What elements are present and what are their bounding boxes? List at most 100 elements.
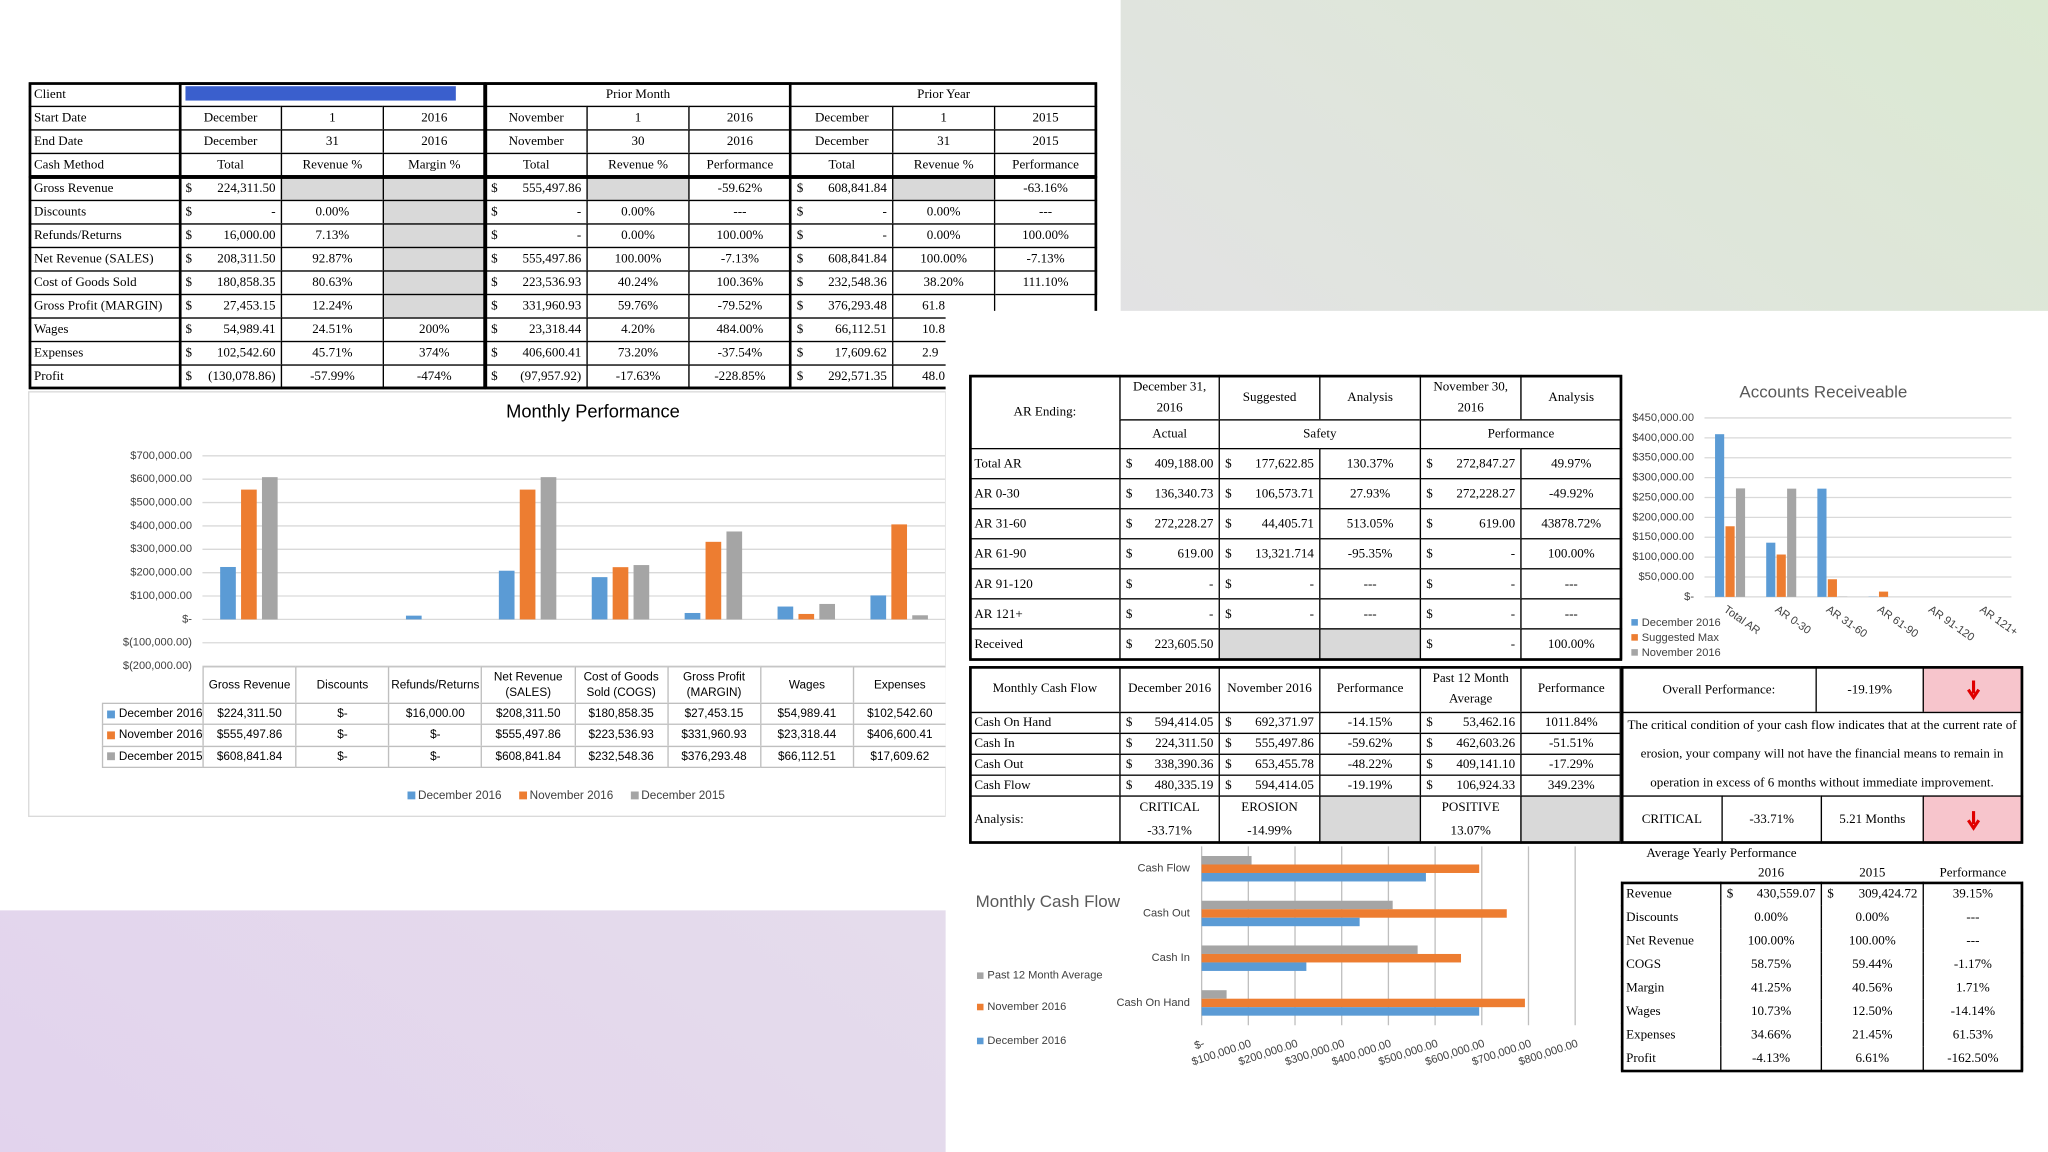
currency: $ [1225,778,1232,793]
header-cell-text: Performance [1537,681,1605,697]
value-cell-text: -17.63% [615,369,661,384]
header-cell-text: Performance [1487,427,1555,442]
currency: $ [185,205,192,220]
bar [1827,579,1837,597]
x-tick-label-text: Cost of Goods Sold (COGS) [583,670,659,699]
amount: - [271,205,276,220]
currency: $ [1426,546,1433,561]
value-cell-text: 0.00% [315,205,350,220]
value-cell-text: 31 [937,134,951,149]
value-cell: $ - [1419,538,1522,570]
value-cell-text: 2016 [421,134,448,149]
amount: 338,390.36 [1154,757,1214,772]
value-cell-text: 59.76% [617,299,659,314]
value-cell-text: -7.13% [1026,252,1065,267]
currency: $ [491,322,498,337]
currency: $ [1125,736,1133,752]
row-label-text: Discounts [1626,910,1679,925]
amount: 232,548.36 [828,275,887,290]
value-cell: $54,989.41 [178,317,283,343]
currency: $ [796,369,804,384]
legend-cell: November 2016 [101,723,204,747]
analysis-cell-line: EROSION [1241,800,1298,816]
header-cell: November 30, 2016 [1419,374,1522,421]
currency: $ [796,299,804,314]
x-tick-label: AR 61-90 [1875,604,1920,641]
value-cell-text: 349.23% [1547,778,1595,793]
value-cell: $653,455.78 [1218,753,1321,776]
amount: 16,000.00 [223,228,276,243]
bar [1776,554,1786,597]
legend-label: November 2016 [1642,647,1721,659]
value-cell: $608,841.84 [790,176,894,202]
amount: 619.00 [1177,546,1214,561]
bar [1715,434,1725,597]
value-cell-text: 100.00% [1022,228,1069,243]
header-cell: Performance [1520,666,1623,714]
y-tick-label: $400,000.00 [1632,432,1694,444]
x-tick-label: AR 31-60 [1824,604,1869,641]
x-tick-label-text: Gross Profit (MARGIN) [683,670,746,699]
amount: 54,989.41 [223,322,276,337]
value-cell: $ - [1419,568,1522,600]
currency: $ [491,205,498,220]
row-label-text: AR 91-120 [974,576,1033,592]
overall-message-text: The critical condition of your cash flow… [1627,717,2017,790]
currency: $ [1426,516,1433,531]
value-cell: December [178,105,283,131]
value-cell-text: 200% [419,322,450,337]
value-cell: 200% [382,317,486,343]
value-cell: 1 [892,105,996,131]
currency: $ [1225,715,1232,731]
row-label-text: Gross Revenue [33,181,114,196]
amount: 272,847.27 [1456,456,1516,471]
value-cell-text: -49.92% [1548,486,1594,501]
value-cell-text: 1011.84% [1544,715,1598,731]
analysis-cell-line: POSITIVE [1441,800,1500,816]
x-tick-label: Total AR [1721,604,1762,638]
table-title-text: Average Yearly Performance [1646,845,1797,861]
currency: $ [1125,546,1133,561]
value-cell: $619.00 [1119,538,1220,570]
bar [1201,998,1525,1008]
value-cell-text: 2015 [1032,134,1059,149]
data-label-text: $180,858.35 [588,706,654,720]
value-cell-text: Revenue % [913,158,974,173]
row-label: Net Revenue [1620,928,1722,954]
value-cell-text: 40.24% [617,275,659,290]
row-label-text: Profit [1626,1051,1656,1066]
amount: - [1209,606,1214,622]
value-cell-text: 61.8 [922,299,945,314]
y-tick-label: $100,000.00 [1632,551,1694,563]
value-cell: 374% [382,340,486,366]
value-cell: -59.62% [1319,732,1422,755]
row-label-text: Expenses [1626,1027,1676,1043]
value-cell-text: 100.00% [1547,636,1595,652]
value-cell-text: 30 [631,134,645,149]
bar [819,603,836,620]
x-tick-label: Refunds/Returns [388,666,483,704]
value-cell-text: 4.20% [621,322,655,337]
bar [1201,864,1480,873]
header-cell-text: 2015 [1859,865,1886,880]
bar [1201,962,1307,971]
y-tick-label: Cash On Hand [1116,997,1189,1009]
value-cell: -162.50% [1922,1046,2024,1072]
legend-label: December 2015 [118,749,203,763]
value-cell-text: 34.66% [1750,1027,1792,1043]
value-cell-text: 100.00% [1747,933,1795,949]
value-cell: -37.54% [688,340,792,366]
row-label: Wages [28,317,181,343]
currency: $ [796,322,804,337]
value-cell-text: 10.73% [1750,1004,1792,1019]
value-cell-text: --- [1564,576,1578,592]
y-tick-label: $100,000.00 [130,590,192,602]
value-cell: -228.85% [688,364,792,390]
legend-swatch [976,1037,984,1045]
bar [1735,488,1746,597]
table-frame [969,374,1623,661]
currency: $ [491,181,498,196]
legend-swatch [107,752,115,761]
value-cell-text: 40.56% [1852,980,1893,996]
